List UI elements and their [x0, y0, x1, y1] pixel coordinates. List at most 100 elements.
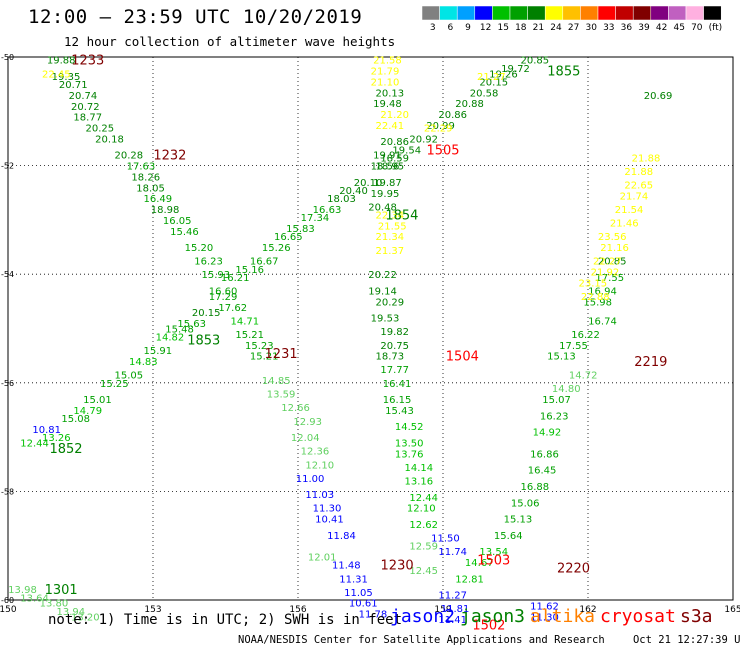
- pass-time-label: 1505: [426, 143, 459, 158]
- y-tick-label: -54: [1, 270, 14, 279]
- swh-value-label: 15.06: [511, 498, 540, 509]
- swh-value-label: 14.52: [395, 422, 424, 433]
- swh-value-label: 13.16: [405, 477, 434, 488]
- swh-value-label: 19.87: [373, 178, 402, 189]
- color-scale-swatch: [597, 5, 616, 21]
- swh-value-label: 12.62: [409, 520, 438, 531]
- color-scale-label: 27: [568, 23, 579, 33]
- swh-value-label: 20.15: [479, 77, 508, 88]
- color-scale-label: 45: [673, 23, 684, 33]
- legend-jason2: jason2: [390, 606, 456, 627]
- swh-value-label: 13.94: [57, 607, 86, 618]
- color-scale-swatch: [668, 5, 687, 21]
- x-tick-label: 159: [434, 605, 451, 615]
- pass-time-label: 1855: [547, 65, 580, 80]
- swh-value-label: 19.35: [52, 72, 81, 83]
- swh-value-label: 20.40: [339, 186, 368, 197]
- swh-value-label: 11.84: [327, 531, 356, 542]
- color-scale-swatch: [509, 5, 528, 21]
- swh-value-label: 12.10: [305, 460, 334, 471]
- color-scale-swatch: [632, 5, 652, 21]
- swh-value-label: 13.59: [267, 390, 296, 401]
- swh-value-label: 16.23: [540, 411, 569, 422]
- chart-title: 12:00 – 23:59 UTC 10/20/2019: [28, 6, 363, 28]
- swh-value-label: 15.26: [262, 243, 291, 254]
- swh-value-label: 16.05: [163, 216, 192, 227]
- x-tick-label: 165: [724, 605, 740, 615]
- swh-value-label: 20.85: [521, 56, 550, 67]
- swh-value-label: 14.85: [262, 376, 291, 387]
- swh-value-label: 21.54: [615, 205, 644, 216]
- swh-value-label: 21.27: [477, 72, 506, 83]
- pass-time-label: 1502: [472, 618, 505, 633]
- swh-value-label: 15.16: [235, 265, 264, 276]
- swh-value-label: 15.63: [177, 319, 206, 330]
- swh-value-label: 11.05: [344, 588, 373, 599]
- swh-value-label: 13.26: [42, 433, 71, 444]
- swh-value-label: 16.23: [194, 257, 223, 268]
- swh-value-label: 19.95: [371, 189, 400, 200]
- pass-time-label: 1301: [45, 583, 78, 598]
- swh-value-label: 11.81: [441, 604, 470, 615]
- color-scale-swatch: [474, 5, 493, 21]
- swh-value-label: 12.04: [291, 433, 320, 444]
- swh-value-label: 10.61: [349, 599, 378, 610]
- swh-value-label: 14.14: [405, 463, 434, 474]
- color-scale-label: 21: [533, 23, 544, 33]
- color-scale-swatch: [439, 5, 458, 21]
- color-scale-swatch: [456, 5, 476, 21]
- swh-value-label: 11.74: [438, 547, 467, 558]
- swh-value-label: 16.60: [209, 286, 238, 297]
- swh-value-label: 23.56: [598, 232, 627, 243]
- swh-value-label: 20.75: [380, 341, 409, 352]
- swh-value-label: 21.10: [371, 77, 400, 88]
- pass-time-label: 1231: [265, 347, 298, 362]
- footnote: note: 1) Time is in UTC; 2) SWH is in fe…: [48, 612, 403, 628]
- swh-value-label: 12.10: [407, 504, 436, 515]
- color-scale-label: 39: [638, 23, 650, 33]
- chart-subtitle: 12 hour collection of altimeter wave hei…: [64, 34, 396, 49]
- swh-value-label: 18.98: [151, 205, 180, 216]
- color-scale-swatch: [421, 5, 440, 21]
- color-scale-swatch: [703, 5, 722, 21]
- swh-value-label: 15.21: [250, 352, 279, 363]
- y-tick-label: -52: [1, 162, 14, 171]
- swh-value-label: 20.28: [115, 151, 144, 162]
- swh-value-label: 20.58: [470, 88, 499, 99]
- swh-value-label: 15.48: [165, 325, 194, 336]
- color-scale-swatch: [685, 5, 704, 21]
- swh-value-label: 16.65: [274, 232, 303, 243]
- x-tick-label: 150: [0, 605, 17, 615]
- swh-value-label: 17.34: [301, 213, 330, 224]
- swh-value-label: 23.15: [579, 278, 608, 289]
- swh-value-label: 11.41: [438, 615, 467, 626]
- swh-value-label: 11.50: [431, 534, 460, 545]
- swh-value-label: 18.95: [376, 162, 405, 173]
- pass-time-label: 1854: [385, 208, 418, 223]
- swh-value-label: 15.46: [170, 227, 199, 238]
- pass-time-label: 2219: [634, 355, 667, 370]
- color-scale-label: 33: [603, 23, 614, 33]
- swh-value-label: 12.44: [20, 439, 49, 450]
- legend-cryosat: cryosat: [600, 606, 676, 627]
- swh-value-label: 20.71: [59, 80, 88, 91]
- swh-value-label: 10.81: [32, 425, 61, 436]
- swh-value-label: 12.59: [409, 542, 438, 553]
- color-scale-label: 3: [430, 23, 436, 33]
- swh-value-label: 13.98: [8, 585, 37, 596]
- swh-value-label: 11.78: [359, 610, 388, 621]
- swh-value-label: 20.74: [69, 91, 98, 102]
- swh-value-label: 19.14: [368, 286, 397, 297]
- swh-value-label: 12.45: [409, 566, 438, 577]
- x-tick-label: 153: [144, 605, 161, 615]
- swh-value-label: 14.80: [552, 384, 581, 395]
- swh-value-label: 16.15: [383, 395, 412, 406]
- swh-value-label: 15.98: [583, 297, 612, 308]
- swh-value-label: 15.43: [385, 406, 414, 417]
- swh-value-label: 16.41: [383, 379, 412, 390]
- swh-value-label: 20.10: [354, 178, 383, 189]
- swh-value-label: 19.53: [371, 314, 400, 325]
- swh-value-label: 15.01: [83, 395, 112, 406]
- legend-altika: altika: [530, 606, 596, 627]
